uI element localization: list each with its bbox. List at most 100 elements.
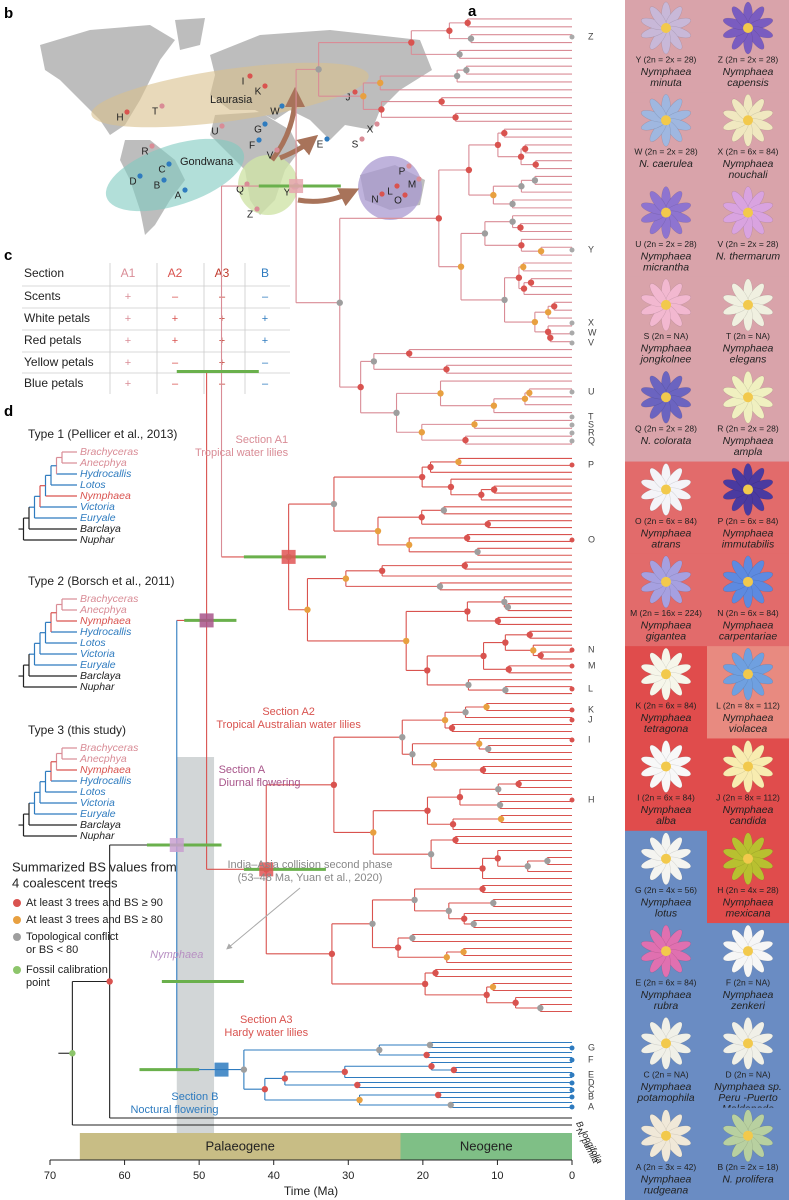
node-dot [434, 1091, 442, 1099]
tip-marker [569, 717, 575, 723]
node-dot [461, 915, 468, 922]
tip-label: A [588, 1101, 594, 1111]
tip-label: V [588, 337, 594, 347]
ploidy-label: U (2n = 2x = 28) [635, 239, 697, 249]
node-dot [418, 473, 426, 481]
continent [40, 25, 175, 135]
flower-center [661, 392, 671, 403]
tip-label: Q [588, 435, 595, 445]
tick-label: 50 [193, 1170, 205, 1182]
species-name: Nymphaea [641, 989, 692, 1001]
node-dot [342, 575, 350, 582]
node-box [281, 549, 296, 564]
node-dot [421, 980, 429, 988]
laurasia-region [91, 62, 369, 128]
annotation-arrow [226, 887, 301, 950]
tip-marker [569, 1094, 575, 1100]
node-dot [370, 829, 377, 836]
flower-center [743, 946, 753, 957]
period-bar [400, 1133, 572, 1160]
node-dot [464, 608, 471, 615]
site-dot [254, 206, 260, 212]
species-name: Nymphaea [723, 897, 774, 909]
node-dot [465, 681, 472, 689]
node-dot [495, 786, 502, 793]
node-dot [399, 733, 406, 741]
table-cell: – [262, 357, 269, 369]
taxon-label: Victoria [80, 797, 115, 809]
node-dot [405, 350, 413, 357]
species-name: Nymphaea [723, 66, 774, 78]
node-dot [501, 296, 508, 304]
tip-marker [569, 34, 575, 40]
flower-center [661, 207, 671, 218]
table-cell: + [172, 313, 178, 325]
type-title: Type 1 (Pellicer et al., 2013) [28, 427, 177, 441]
site-dot [352, 89, 358, 95]
taxon-label: Hydrocallis [80, 468, 132, 480]
legend-dot [13, 966, 21, 974]
node-dot [304, 606, 311, 613]
table-cell: White petals [24, 311, 90, 325]
table-header: Section [24, 266, 64, 280]
flower-center [743, 207, 753, 218]
node-dot [393, 409, 400, 417]
ploidy-label: D (2n = NA) [725, 1070, 770, 1080]
legend-dot [13, 933, 21, 941]
table-cell: + [125, 335, 131, 347]
flower-center [661, 576, 671, 587]
ploidy-label: F (2n = NA) [726, 977, 770, 987]
tip-label: T [588, 411, 594, 421]
ploidy-label: H (2n = 4x = 28) [717, 885, 779, 895]
ploidy-label: Z (2n = 2x = 28) [718, 54, 779, 64]
tip-marker [569, 1045, 575, 1051]
node-dot [360, 92, 367, 100]
site-dot [137, 173, 143, 179]
node-dot [357, 383, 364, 391]
site-label: P [399, 167, 406, 178]
ploidy-label: S (2n = NA) [644, 331, 689, 341]
node-dot [544, 328, 552, 336]
species-name: carpentariae [719, 631, 778, 643]
ploidy-label: T (2n = NA) [726, 331, 770, 341]
tick-label: 20 [417, 1170, 429, 1182]
node-dot [456, 51, 463, 58]
table-cell: + [125, 313, 131, 325]
site-label: L [387, 187, 393, 198]
node-dot [445, 907, 453, 915]
node-dot [281, 1075, 289, 1082]
panel-label: b [4, 5, 13, 22]
node-dot [504, 603, 512, 611]
node-dot [438, 98, 445, 105]
node-dot [490, 899, 497, 907]
node-dot [354, 1081, 361, 1089]
species-name: Nymphaea [723, 158, 774, 170]
legend-item: Fossil calibration [26, 964, 108, 976]
site-label: U [211, 127, 218, 138]
site-label: K [255, 87, 262, 98]
panel-label: d [4, 403, 13, 420]
tick-label: 40 [268, 1170, 280, 1182]
node-dot [502, 639, 509, 646]
species-name: violacea [729, 723, 768, 735]
annotation: Tropical Australian water lilies [216, 719, 361, 731]
site-label: M [408, 180, 416, 191]
species-name: ampla [734, 446, 763, 458]
node-dot [494, 617, 502, 625]
node-dot [446, 27, 453, 34]
legend-item: At least 3 trees and BS ≥ 90 [26, 897, 163, 909]
node-dot [551, 303, 558, 310]
node-dot [537, 247, 545, 255]
tip-label: L [588, 683, 593, 693]
tip-marker [569, 1087, 575, 1093]
node-box [169, 838, 184, 853]
species-name: atrans [651, 538, 681, 550]
taxon-label: Nuphar [80, 830, 115, 842]
taxon-label: Nymphaea [80, 615, 131, 627]
node-dot [452, 836, 459, 844]
flower-center [661, 669, 671, 680]
period-label: Neogene [460, 1138, 513, 1153]
ploidy-label: Q (2n = 2x = 28) [635, 423, 697, 433]
site-dot [379, 191, 385, 197]
site-label: R [141, 147, 148, 158]
